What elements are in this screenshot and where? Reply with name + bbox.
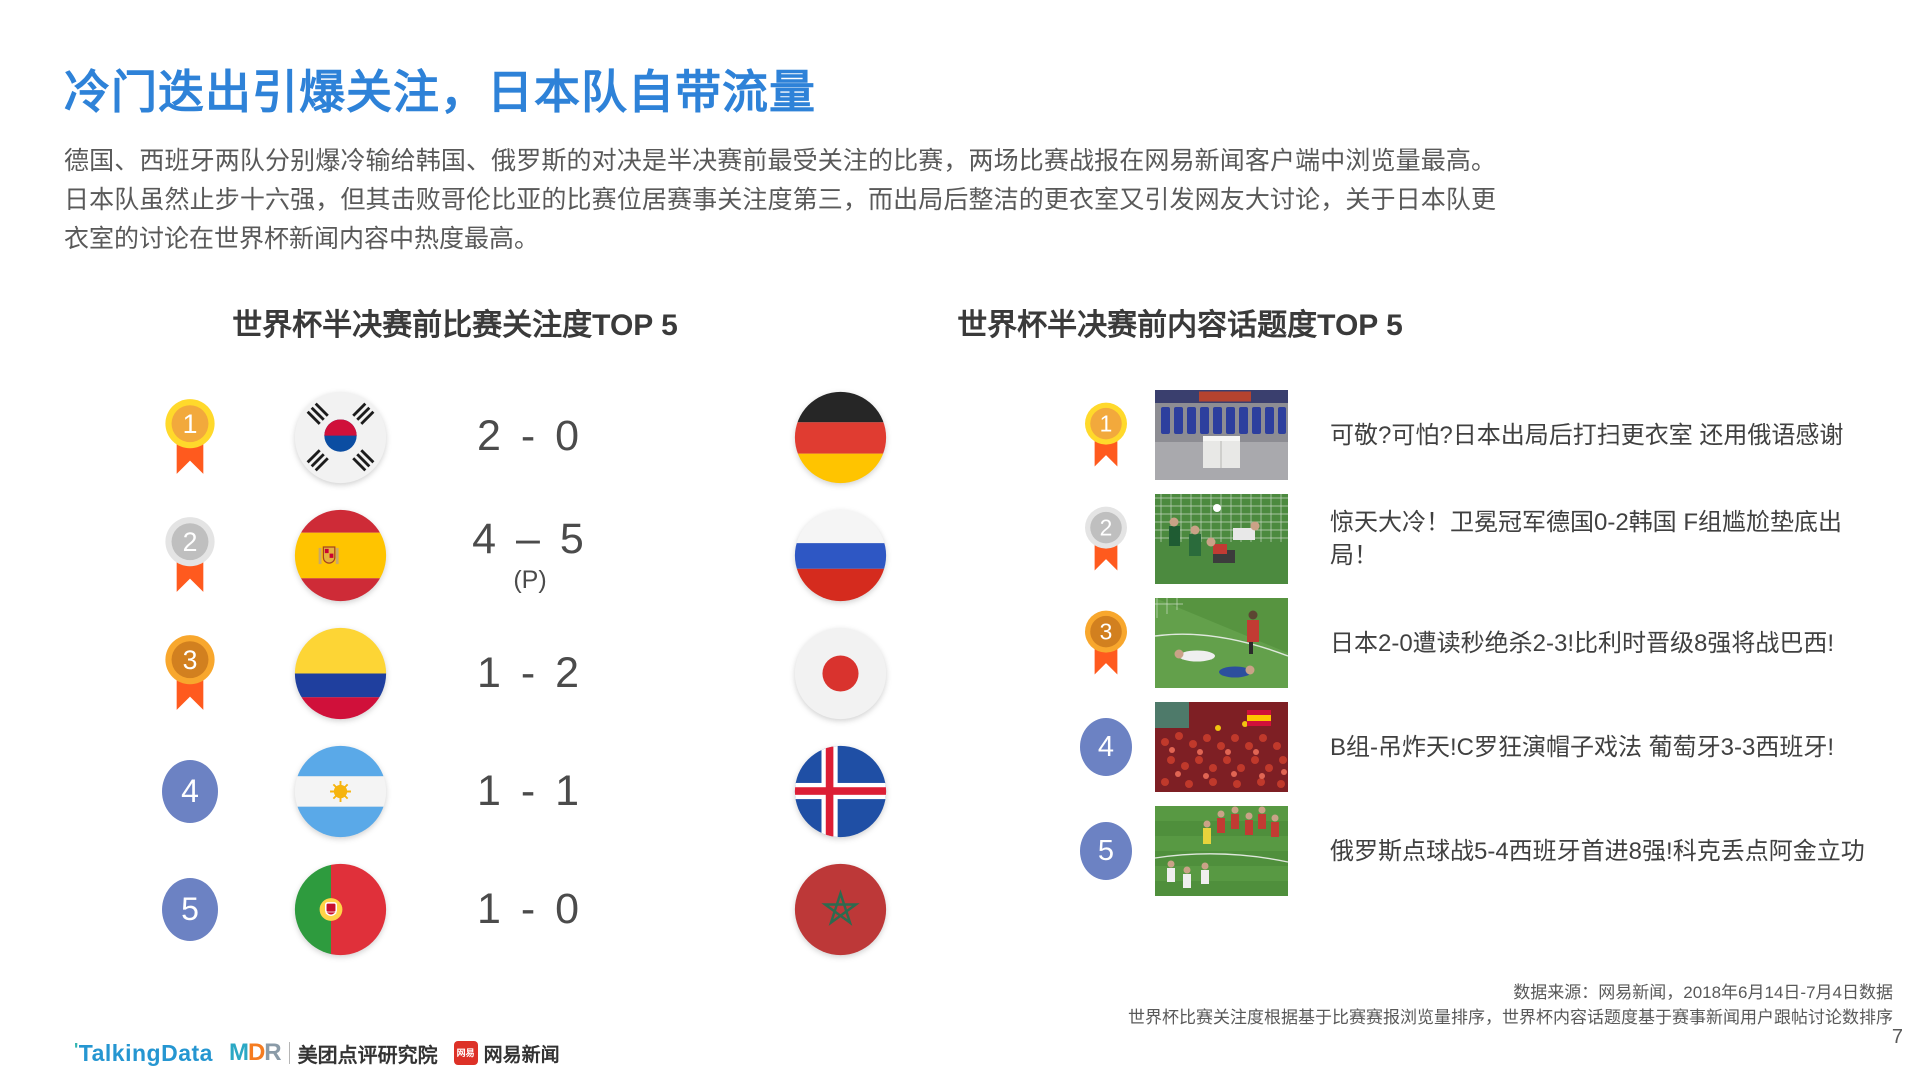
match-score: 4 – 5 [472, 515, 588, 563]
score-note: (P) [513, 566, 547, 594]
news-headline: 惊天大冷！卫冕冠军德国0-2韩国 F组尴尬垫底出局！ [1330, 509, 1843, 569]
netease-app-icon: 网易 [453, 1041, 478, 1065]
svg-text:2: 2 [1100, 515, 1113, 541]
bronze-medal-icon: 3 [1085, 610, 1127, 675]
match-score: 1 - 1 [476, 766, 584, 815]
match-ranking-list: 1 2 - 0 [130, 378, 930, 968]
data-source-note: 数据来源：网易新闻，2018年6月14日-7月4日数据 世界杯比赛关注度根据基于… [793, 980, 1893, 1030]
news-row-2: 2 惊天大冷 [1075, 487, 1885, 591]
data-source-line2: 世界杯比赛关注度根据基于比赛赛报浏览量排序，世界杯内容话题度基于赛事新闻用户跟帖… [1128, 1008, 1893, 1027]
talkingdata-logo: 'TalkingData [74, 1039, 213, 1066]
news-row-3: 3 日本2-0遭读秒绝杀2-3!比利时晋级8强将战巴西! [1075, 591, 1885, 695]
rank-4-badge: 4 [1080, 718, 1132, 776]
flag-iceland-icon [794, 745, 886, 837]
silver-medal-icon: 2 [165, 517, 215, 592]
svg-text:2: 2 [183, 527, 198, 557]
meituan-dianping-institute-logo: MDR 美团点评研究院 [229, 1039, 438, 1068]
rank-5-badge: 5 [1080, 822, 1132, 880]
svg-text:3: 3 [1100, 619, 1113, 645]
logo-divider [288, 1042, 290, 1064]
match-row-1: 1 2 - 0 [130, 378, 930, 496]
match-ranking-title: 世界杯半决赛前比赛关注度TOP 5 [232, 309, 678, 342]
match-score: 2 - 0 [476, 411, 584, 460]
rank-5-badge: 5 [162, 877, 218, 941]
mdr-icon: MDR [228, 1039, 282, 1066]
flag-portugal-icon [294, 863, 386, 955]
match-row-3: 3 1 - 2 [130, 614, 930, 732]
gold-medal-icon: 1 [165, 399, 215, 474]
gold-medal-icon: 1 [1085, 402, 1127, 467]
flag-russia-icon [794, 509, 886, 601]
match-score: 1 - 2 [476, 648, 584, 697]
match-row-2: 2 4 – 5 (P) [130, 496, 930, 614]
data-source-line1: 数据来源：网易新闻，2018年6月14日-7月4日数据 [1513, 983, 1893, 1002]
news-row-5: 5 俄罗斯点球战5-4西班牙首进8强!科克丢点阿金立功 [1075, 799, 1885, 903]
svg-text:1: 1 [1100, 411, 1113, 437]
page-number: 7 [1891, 1026, 1903, 1048]
news-headline: 俄罗斯点球战5-4西班牙首进8强!科克丢点阿金立功 [1330, 837, 1865, 865]
flag-south-korea-icon [294, 391, 386, 483]
bronze-medal-icon: 3 [165, 635, 215, 710]
match-row-5: 5 1 - 0 [130, 850, 930, 968]
germany-korea-goal-photo [1155, 494, 1288, 584]
svg-text:3: 3 [183, 645, 198, 675]
netease-news-logo: 网易 网易新闻 [453, 1040, 560, 1067]
summary-paragraph: 德国、西班牙两队分别爆冷输给韩国、俄罗斯的对决是半决赛前最受关注的比赛，两场比赛… [64, 147, 1496, 253]
meituan-institute-label: 美团点评研究院 [297, 1044, 438, 1067]
content-ranking-list: 1 可敬?可怕?日本出局后打扫更衣室 还用俄语感谢 [1075, 383, 1885, 903]
news-headline: B组-吊炸天!C罗狂演帽子戏法 葡萄牙3-3西班牙! [1330, 733, 1835, 761]
japan-locker-room-photo [1155, 390, 1288, 480]
content-ranking-title: 世界杯半决赛前内容话题度TOP 5 [957, 309, 1403, 342]
flag-spain-icon [294, 509, 386, 601]
silver-medal-icon: 2 [1085, 506, 1127, 571]
japan-belgium-players-photo [1155, 598, 1288, 688]
flag-japan-icon [794, 627, 886, 719]
match-row-4: 4 1 - 1 [130, 732, 930, 850]
russia-spain-penalty-photo [1155, 806, 1288, 896]
flag-argentina-icon [294, 745, 386, 837]
rank-4-badge: 4 [162, 759, 218, 823]
netease-news-label: 网易新闻 [483, 1044, 560, 1066]
news-headline: 可敬?可怕?日本出局后打扫更衣室 还用俄语感谢 [1330, 421, 1844, 449]
footer-logos: 'TalkingData MDR 美团点评研究院 网易 网易新闻 [74, 1038, 560, 1068]
flag-germany-icon [794, 391, 886, 483]
svg-text:1: 1 [183, 409, 198, 439]
flag-colombia-icon [294, 627, 386, 719]
flag-morocco-icon [794, 863, 886, 955]
page-title: 冷门迭出引爆关注，日本队自带流量 [64, 66, 816, 118]
portugal-spain-fans-photo [1155, 702, 1288, 792]
match-score: 1 - 0 [476, 884, 584, 933]
news-row-4: 4 [1075, 695, 1885, 799]
talkingdata-tick: ' [74, 1039, 79, 1060]
news-row-1: 1 可敬?可怕?日本出局后打扫更衣室 还用俄语感谢 [1075, 383, 1885, 487]
news-headline: 日本2-0遭读秒绝杀2-3!比利时晋级8强将战巴西! [1330, 629, 1835, 657]
